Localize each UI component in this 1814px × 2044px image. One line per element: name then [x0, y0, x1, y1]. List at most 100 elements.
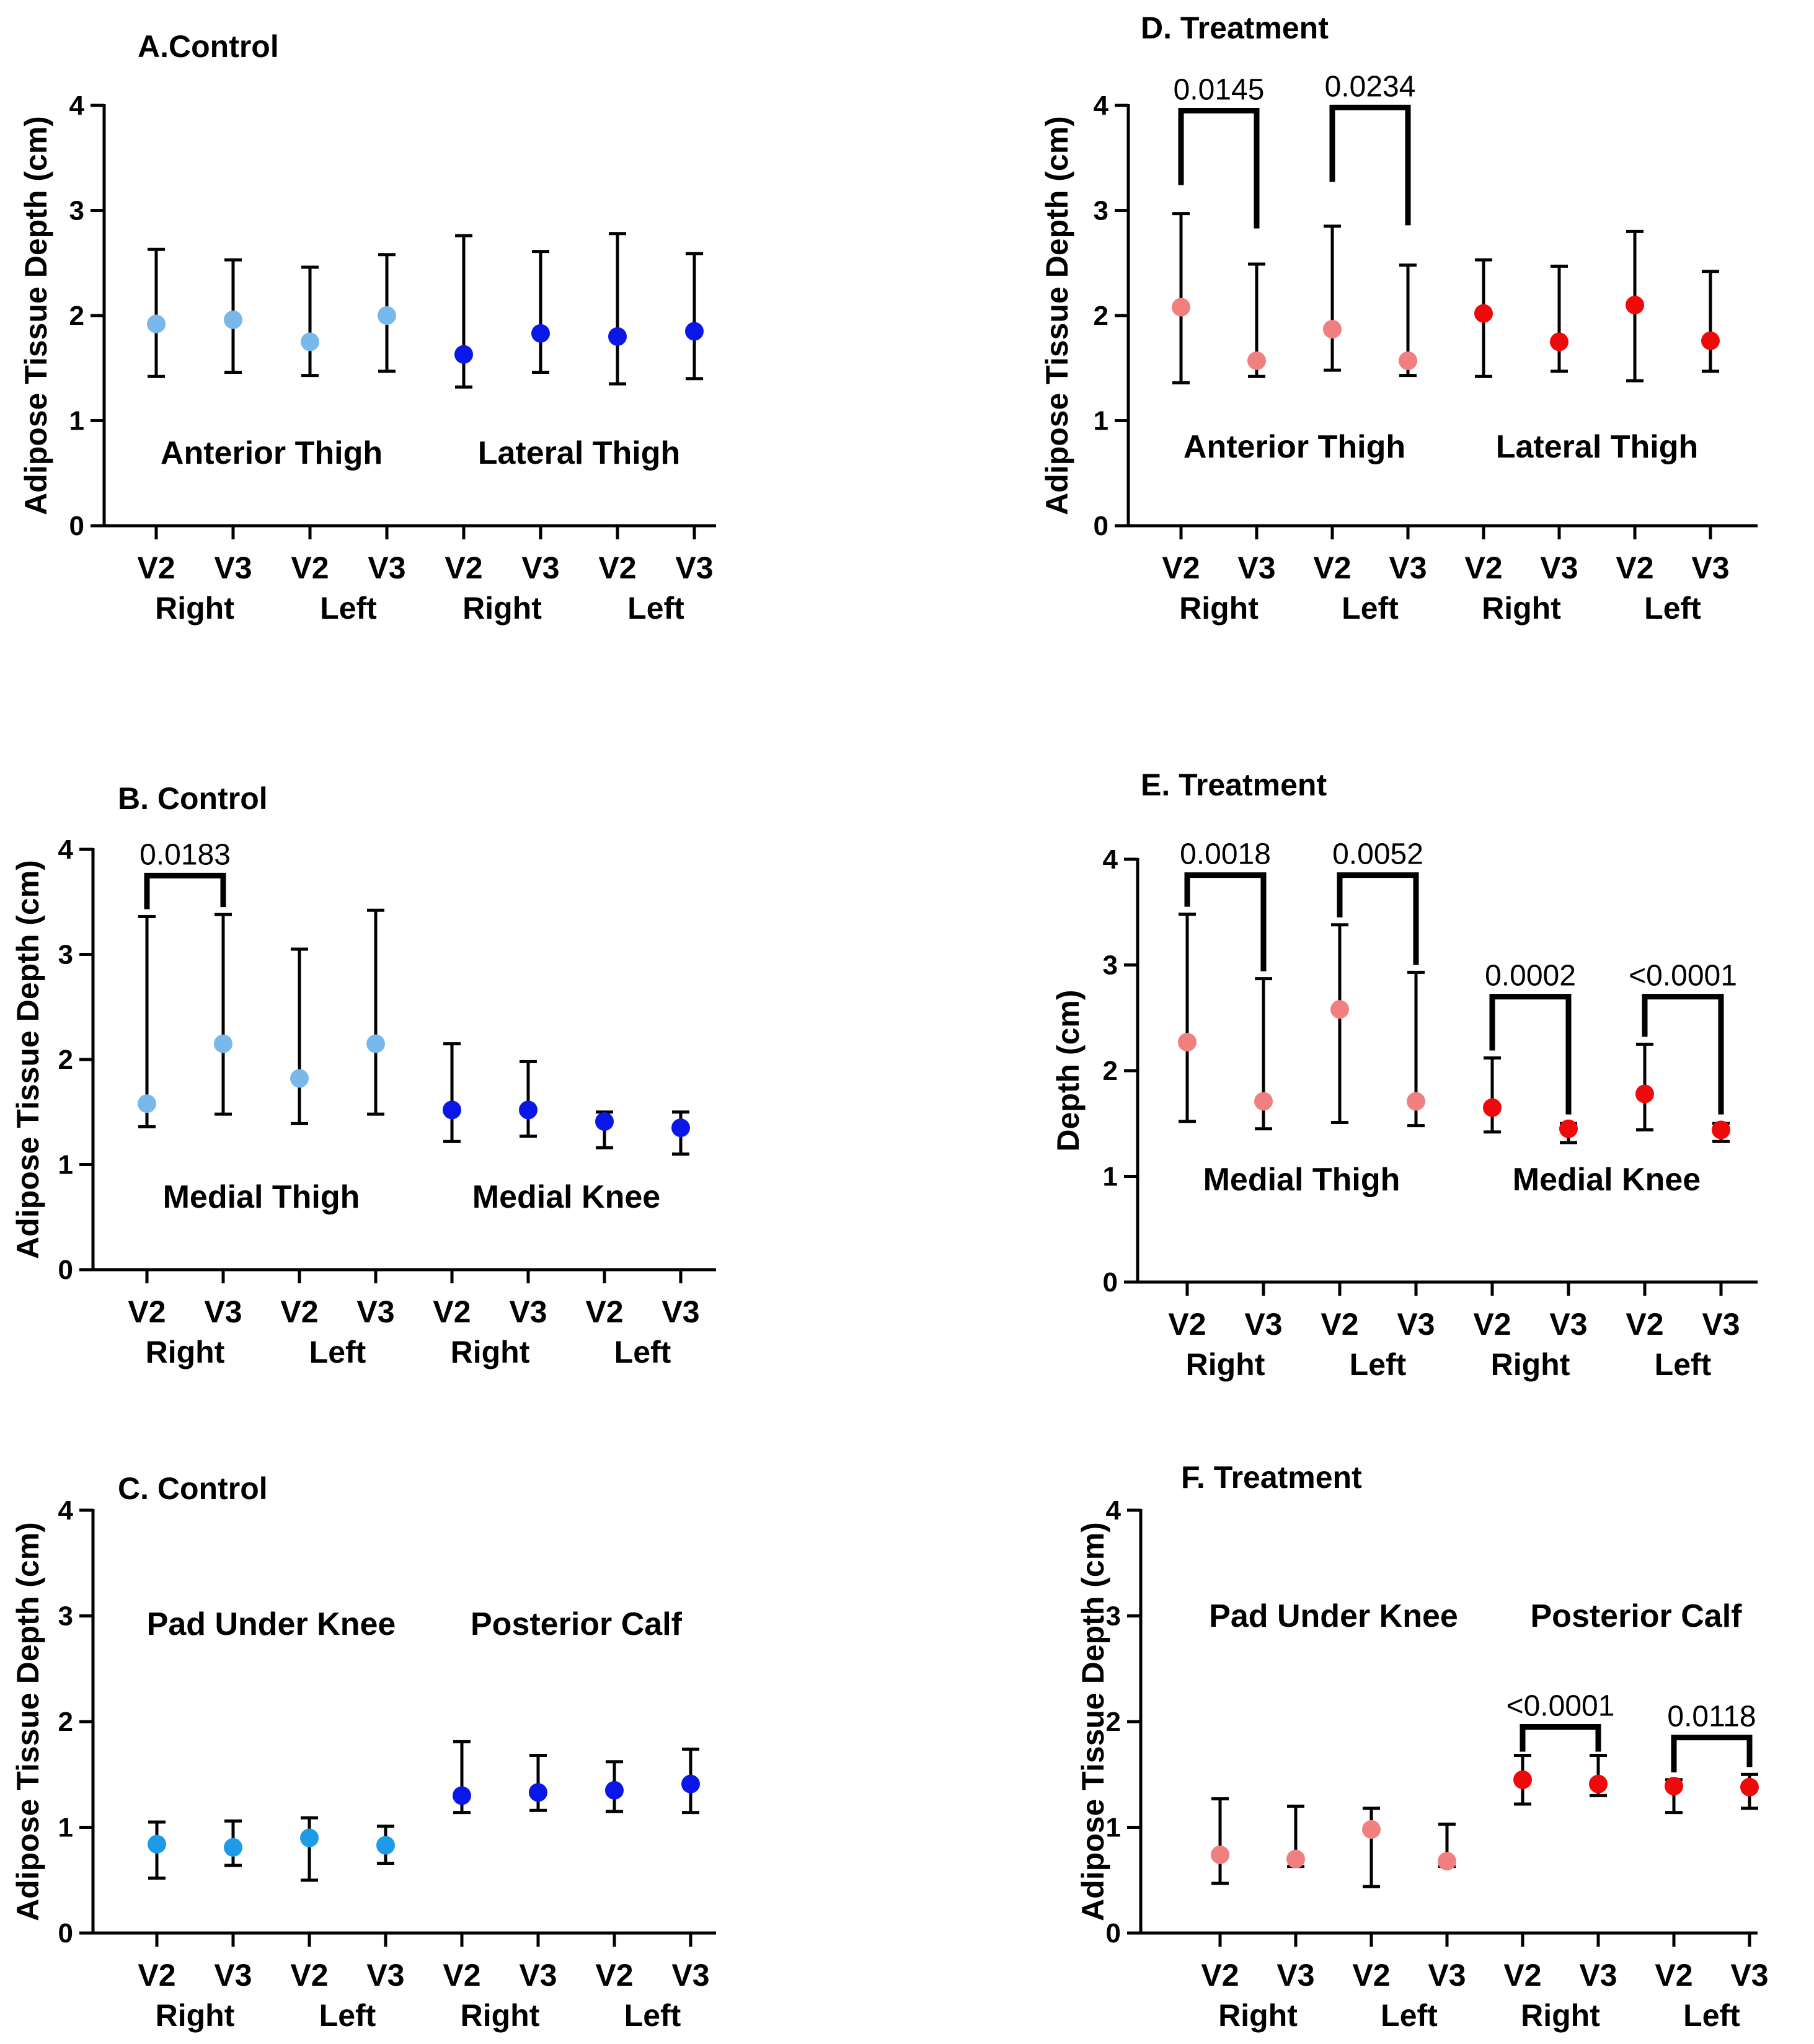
y-tick-label: 1 [1103, 1162, 1118, 1192]
data-point [1635, 1084, 1654, 1104]
region-label: Lateral Thigh [1496, 429, 1698, 465]
x-tick-label: V3 [671, 1958, 709, 1993]
x-tick-label: V2 [1168, 1307, 1206, 1342]
side-label: Left [1350, 1347, 1407, 1382]
side-label: Left [1655, 1347, 1712, 1382]
x-tick-label: V2 [280, 1294, 318, 1329]
x-tick-label: V3 [661, 1294, 699, 1329]
x-tick-label: V3 [1428, 1958, 1466, 1993]
y-tick-label: 4 [1103, 844, 1118, 875]
y-axis-label: Adipose Tissue Depth (cm) [11, 860, 45, 1259]
y-tick-label: 3 [58, 1601, 73, 1632]
panel-f: F. Treatment Adipose Tissue Depth (cm)0 1 2… [1076, 1460, 1769, 2033]
x-tick-label: V3 [1540, 551, 1578, 585]
y-axis-label: Adipose Tissue Depth (cm) [1076, 1522, 1110, 1921]
significance-bracket [144, 872, 226, 909]
data-point [378, 306, 396, 325]
data-point [681, 1774, 700, 1794]
x-tick-label: V2 [1201, 1958, 1239, 1993]
y-axis-label: Depth (cm) [1051, 989, 1086, 1151]
y-axis-label: Adipose Tissue Depth (cm) [1040, 116, 1074, 515]
data-point [1474, 304, 1493, 323]
data-point [1362, 1820, 1381, 1839]
significance-bracket [1489, 994, 1572, 1115]
x-tick-label: V2 [1655, 1958, 1692, 1993]
panel-title: C. Control [118, 1471, 268, 1506]
data-point [1178, 1032, 1197, 1051]
x-tick-label: V3 [675, 551, 713, 585]
p-value-label: 0.0002 [1485, 960, 1576, 993]
data-point [147, 314, 166, 334]
significance-bracket [1178, 107, 1260, 229]
data-point [1712, 1120, 1730, 1139]
data-point [1438, 1852, 1456, 1871]
data-point [214, 1034, 232, 1053]
side-label: Left [320, 591, 377, 626]
y-tick-label: 0 [1106, 1918, 1121, 1949]
side-label: Right [1482, 591, 1561, 626]
data-point [519, 1100, 538, 1120]
side-label: Right [155, 591, 234, 626]
panel-b: B. Control Adipose Tissue Depth (cm) 0 1 2 3 4… [11, 781, 716, 1369]
p-value-label: <0.0001 [1507, 1690, 1615, 1723]
y-tick-label: 3 [1106, 1601, 1121, 1632]
region-label: Posterior Calf [1531, 1598, 1743, 1634]
side-label: Right [1521, 1998, 1600, 2033]
region-label: Posterior Calf [471, 1606, 683, 1642]
panel-e: E. Treatment Depth (cm) 0 1 2 3 4 V2 V3 V2 V3 V2 V3 V… [1051, 768, 1758, 1382]
data-point [1513, 1770, 1532, 1789]
y-tick-label: 3 [1094, 196, 1108, 226]
data-point [685, 322, 704, 341]
data-point [595, 1112, 614, 1131]
x-tick-label: V3 [204, 1294, 242, 1329]
region-label: Anterior Thigh [1184, 429, 1405, 465]
y-tick-label: 2 [58, 1045, 73, 1075]
significance-bracket [1337, 872, 1419, 965]
x-tick-label: V3 [1237, 551, 1275, 585]
data-point [454, 345, 473, 364]
p-value-label: 0.0118 [1667, 1701, 1756, 1733]
data-point [671, 1118, 690, 1138]
y-tick-label: 4 [69, 91, 85, 121]
y-tick-label: 2 [1103, 1056, 1118, 1086]
x-tick-label: V2 [1473, 1307, 1511, 1342]
x-tick-label: V2 [290, 1958, 328, 1993]
y-tick-label: 1 [58, 1150, 73, 1180]
p-value-label: 0.0183 [139, 838, 231, 871]
y-tick-label: 0 [1094, 511, 1108, 541]
data-point [224, 1838, 242, 1857]
x-tick-label: V2 [138, 1958, 175, 1993]
side-label: Left [627, 591, 684, 626]
panel-a: A.Control Adipose Tissue Depth (cm) 0 1 2 3 4 V… [19, 29, 716, 626]
side-label: Left [1644, 591, 1701, 626]
x-tick-label: V3 [1579, 1958, 1617, 1993]
side-label: Left [1381, 1998, 1438, 2033]
x-tick-label: V2 [137, 551, 175, 585]
panel-title: D. Treatment [1141, 11, 1329, 45]
p-value-label: 0.0018 [1180, 838, 1271, 871]
x-tick-label: V2 [1464, 551, 1502, 585]
data-point [1626, 296, 1644, 315]
region-label: Anterior Thigh [161, 435, 383, 471]
side-label: Right [1491, 1347, 1570, 1382]
side-label: Right [1179, 591, 1259, 626]
data-point [366, 1034, 385, 1053]
side-label: Left [319, 1998, 376, 2033]
y-tick-label: 2 [69, 301, 84, 331]
x-tick-label: V2 [445, 551, 482, 585]
significance-bracket [1329, 104, 1411, 226]
x-tick-label: V2 [598, 551, 636, 585]
x-tick-label: V2 [1626, 1307, 1663, 1342]
data-point [1407, 1092, 1425, 1111]
x-tick-label: V3 [1397, 1307, 1435, 1342]
data-point [1701, 331, 1720, 350]
data-point [529, 1783, 547, 1802]
y-tick-label: 1 [1106, 1813, 1121, 1843]
data-point [1211, 1845, 1229, 1864]
x-tick-label: V3 [1389, 551, 1427, 585]
data-point [148, 1834, 166, 1854]
x-tick-label: V3 [214, 551, 252, 585]
y-axis-label: Adipose Tissue Depth (cm) [19, 116, 53, 515]
region-label: Medial Thigh [1203, 1162, 1400, 1198]
